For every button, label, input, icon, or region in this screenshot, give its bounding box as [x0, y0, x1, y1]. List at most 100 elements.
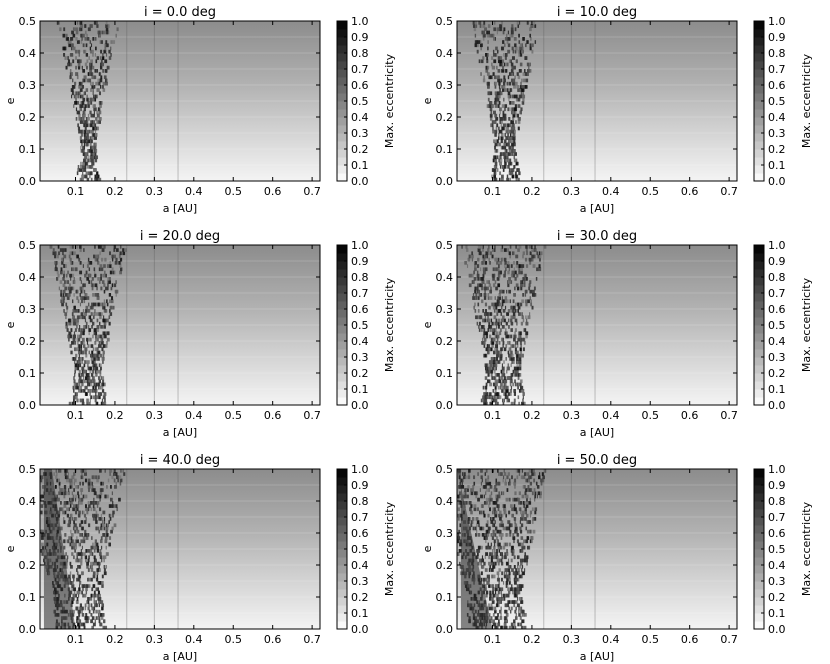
chaos-streak	[485, 369, 488, 374]
y-tick-label: 0.2	[436, 111, 454, 124]
chaos-streak	[528, 286, 531, 291]
chaos-streak	[525, 334, 528, 339]
chaos-streak	[97, 597, 100, 601]
chaos-streak	[536, 485, 540, 489]
chaos-streak	[511, 174, 515, 179]
chaos-streak	[71, 72, 73, 76]
chaos-streak	[516, 590, 520, 595]
chaos-streak	[70, 536, 73, 540]
chaos-streak	[513, 133, 516, 137]
x-tick-label: 0.4	[185, 633, 203, 646]
chaos-streak	[489, 360, 493, 364]
chaos-streak	[480, 561, 483, 566]
chaos-streak	[502, 309, 506, 313]
chaos-streak	[495, 382, 498, 387]
colorbar-band	[337, 349, 347, 358]
chaos-streak	[91, 120, 94, 124]
chaos-streak	[465, 475, 467, 480]
chaos-streak	[62, 248, 65, 252]
chaos-streak	[509, 523, 511, 528]
chaos-streak	[489, 552, 491, 556]
chaos-streak	[507, 30, 510, 35]
chaos-streak	[105, 533, 109, 537]
chaos-streak	[83, 155, 87, 160]
chaos-streak	[90, 507, 93, 512]
chaos-streak	[502, 145, 505, 150]
chaos-streak	[82, 69, 86, 73]
chaos-streak	[478, 293, 482, 297]
chaos-streak	[523, 613, 527, 617]
chaos-streak	[477, 507, 479, 512]
chaos-streak	[108, 280, 111, 284]
chaos-streak	[514, 373, 516, 377]
chaos-streak	[81, 315, 85, 320]
chaos-streak	[83, 168, 87, 172]
chaos-streak	[538, 475, 541, 480]
chaos-streak	[108, 49, 111, 54]
chaos-streak	[482, 280, 485, 284]
chaos-streak	[490, 517, 492, 521]
chaos-streak	[64, 248, 67, 252]
chaos-streak	[98, 561, 101, 566]
chaos-streak	[483, 21, 486, 25]
colorbar-band	[337, 549, 347, 558]
chaos-streak	[74, 305, 76, 310]
chaos-streak	[507, 520, 511, 524]
chaos-streak	[98, 120, 102, 124]
chaos-streak	[484, 254, 487, 259]
chaos-streak	[512, 536, 516, 540]
x-tick-label: 0.1	[67, 633, 85, 646]
chaos-streak	[85, 49, 87, 54]
chaos-streak	[488, 606, 492, 611]
chaos-streak	[119, 264, 122, 268]
chaos-streak	[481, 59, 484, 64]
chaos-streak	[517, 360, 520, 364]
chaos-streak	[76, 385, 80, 390]
chaos-streak	[83, 376, 85, 380]
chaos-streak	[97, 353, 99, 358]
x-tick-label: 0.7	[303, 409, 321, 422]
chaos-streak	[71, 357, 74, 361]
chaos-streak	[510, 59, 512, 64]
chaos-streak	[98, 341, 101, 345]
chaos-streak	[461, 485, 465, 489]
chaos-streak	[482, 325, 485, 329]
chaos-streak	[80, 289, 83, 294]
chaos-streak	[511, 126, 513, 131]
chaos-streak	[505, 593, 509, 598]
chaos-streak	[496, 123, 499, 128]
chaos-streak	[42, 485, 45, 489]
chaos-streak	[84, 389, 86, 393]
chaos-streak	[538, 257, 541, 262]
chaos-streak	[477, 533, 481, 537]
chaos-streak	[89, 318, 93, 323]
chaos-streak	[527, 478, 530, 483]
chaos-streak	[513, 334, 516, 339]
chaos-streak	[62, 283, 66, 288]
chaos-streak	[102, 510, 106, 515]
chaos-streak	[62, 273, 65, 278]
chaos-streak	[77, 513, 81, 518]
chaos-streak	[489, 117, 493, 121]
chaos-streak	[79, 293, 81, 297]
y-tick-label: 0.3	[436, 79, 454, 92]
chaos-streak	[518, 571, 520, 576]
chaos-streak	[83, 158, 86, 163]
chaos-streak	[519, 357, 522, 361]
chaos-streak	[77, 321, 79, 326]
chaos-streak	[93, 267, 96, 272]
chaos-streak	[111, 526, 114, 531]
chaos-streak	[490, 337, 493, 342]
chaos-streak	[478, 510, 481, 515]
chaos-streak	[78, 593, 80, 598]
chaos-streak	[79, 325, 81, 329]
chaos-streak	[509, 72, 512, 76]
panel: 0.1 0.2 0.3 0.4 0.5 0.6 0.70.00.10.20.30.40.5a…	[421, 229, 813, 439]
chaos-streak	[508, 168, 511, 172]
chaos-streak	[496, 334, 500, 339]
colorbar-tick-label: 0.6	[351, 303, 369, 316]
chaos-streak	[465, 488, 468, 492]
panel: 0.1 0.2 0.3 0.4 0.5 0.6 0.70.00.10.20.30.40.5a…	[4, 5, 396, 215]
chaos-streak	[495, 91, 499, 96]
chaos-streak	[81, 142, 83, 147]
